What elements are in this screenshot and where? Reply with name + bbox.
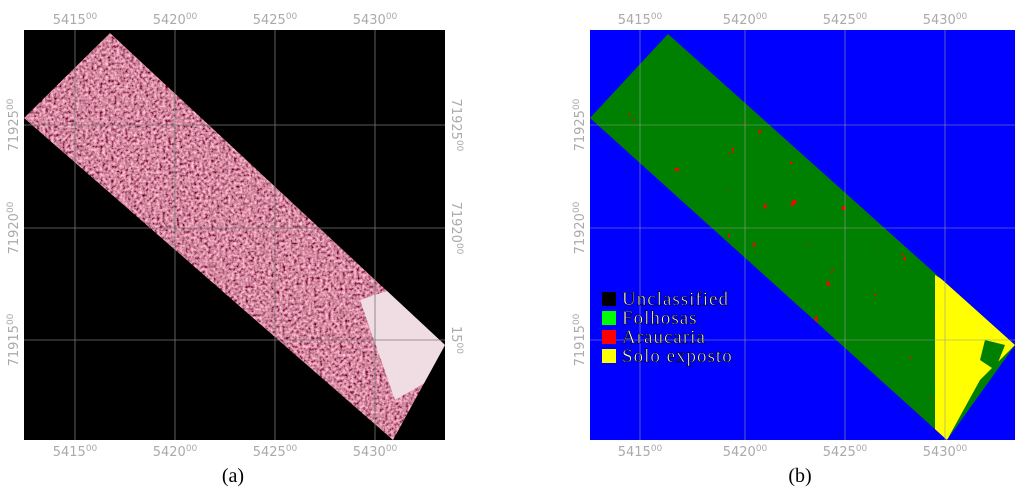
- label-main: 5415: [618, 445, 651, 460]
- label-main: 71920: [448, 202, 463, 243]
- label-main: 5430: [923, 13, 956, 28]
- label-sup: 00: [651, 12, 663, 22]
- coordinate-label: 541500: [53, 444, 98, 460]
- legend-swatch: [602, 311, 616, 325]
- coordinate-label: 542000: [723, 12, 768, 28]
- label-main: 5425: [253, 445, 286, 460]
- label-sup: 00: [756, 12, 768, 22]
- label-sup: 00: [6, 98, 16, 110]
- label-main: 71915: [7, 325, 22, 366]
- label-sup: 00: [86, 12, 98, 22]
- label-main: 71925: [573, 110, 588, 151]
- label-sup: 00: [572, 98, 582, 110]
- coordinate-label: 542500: [823, 12, 868, 28]
- label-sup: 00: [386, 444, 398, 454]
- coordinate-label: 543000: [353, 444, 398, 460]
- label-sup: 00: [386, 12, 398, 22]
- label-sup: 00: [956, 12, 968, 22]
- legend-swatch: [602, 292, 616, 306]
- label-sup: 00: [856, 12, 868, 22]
- label-sup: 00: [651, 444, 663, 454]
- label-sup: 00: [6, 201, 16, 213]
- coordinate-label: 1500: [448, 326, 464, 354]
- label-sup: 00: [454, 243, 464, 255]
- label-main: 5420: [153, 13, 186, 28]
- figure: 5415005420005425005430005415005420005425…: [0, 0, 1019, 492]
- label-main: 15: [448, 326, 463, 343]
- coordinate-label: 7192500: [572, 98, 588, 151]
- coordinate-label: 7192500: [6, 98, 22, 151]
- label-main: 5430: [353, 445, 386, 460]
- coordinate-label: 542000: [153, 12, 198, 28]
- label-sup: 00: [856, 444, 868, 454]
- coordinate-label: 542500: [253, 12, 298, 28]
- legend-label: Araucaria: [622, 327, 706, 348]
- coordinate-label: 7192500: [448, 99, 464, 152]
- label-main: 71920: [7, 213, 22, 254]
- coordinate-label: 542500: [253, 444, 298, 460]
- label-main: 71925: [7, 110, 22, 151]
- label-main: 5415: [53, 13, 86, 28]
- legend-label: Solo exposto: [622, 346, 733, 367]
- label-sup: 00: [186, 12, 198, 22]
- label-main: 5420: [723, 445, 756, 460]
- coordinate-label: 543000: [923, 12, 968, 28]
- label-sup: 00: [6, 313, 16, 325]
- coordinate-label: 542500: [823, 444, 868, 460]
- label-sup: 00: [286, 12, 298, 22]
- label-main: 5425: [823, 445, 856, 460]
- label-sup: 00: [572, 201, 582, 213]
- coordinate-label: 7191500: [6, 313, 22, 366]
- label-sup: 00: [186, 444, 198, 454]
- legend-label: Unclassified: [622, 289, 729, 310]
- coordinate-label: 541500: [618, 444, 663, 460]
- label-sup: 00: [756, 444, 768, 454]
- coordinate-label: 7192000: [572, 201, 588, 254]
- label-main: 71920: [573, 213, 588, 254]
- caption: (a): [222, 465, 244, 487]
- coordinate-label: 541500: [53, 12, 98, 28]
- label-sup: 00: [454, 140, 464, 152]
- label-main: 5425: [253, 13, 286, 28]
- label-main: 5420: [723, 13, 756, 28]
- legend-label: Folhosas: [622, 308, 698, 329]
- label-main: 5430: [353, 13, 386, 28]
- coordinate-label: 7192000: [6, 201, 22, 254]
- label-main: 5420: [153, 445, 186, 460]
- label-sup: 00: [86, 444, 98, 454]
- coordinate-label: 7192000: [448, 202, 464, 255]
- label-sup: 00: [572, 313, 582, 325]
- label-sup: 00: [454, 343, 464, 355]
- label-main: 71915: [573, 325, 588, 366]
- caption: (b): [788, 465, 811, 487]
- coordinate-label: 543000: [923, 444, 968, 460]
- label-main: 5430: [923, 445, 956, 460]
- legend-swatch: [602, 349, 616, 363]
- legend-swatch: [602, 330, 616, 344]
- coordinate-label: 543000: [353, 12, 398, 28]
- label-sup: 00: [956, 444, 968, 454]
- label-main: 5415: [53, 445, 86, 460]
- coordinate-label: 7191500: [572, 313, 588, 366]
- label-main: 71925: [448, 99, 463, 140]
- label-sup: 00: [286, 444, 298, 454]
- coordinate-label: 542000: [723, 444, 768, 460]
- label-main: 5415: [618, 13, 651, 28]
- coordinate-label: 541500: [618, 12, 663, 28]
- coordinate-label: 542000: [153, 444, 198, 460]
- label-main: 5425: [823, 13, 856, 28]
